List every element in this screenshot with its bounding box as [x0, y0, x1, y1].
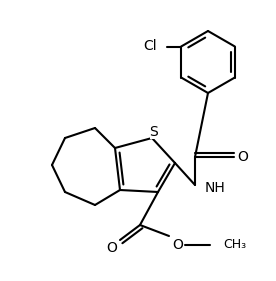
Text: S: S	[150, 125, 158, 139]
Text: O: O	[172, 238, 184, 252]
Text: O: O	[107, 241, 117, 255]
Text: Cl: Cl	[144, 40, 157, 53]
Text: O: O	[238, 150, 248, 164]
Text: CH₃: CH₃	[223, 239, 246, 251]
Text: NH: NH	[205, 181, 226, 195]
